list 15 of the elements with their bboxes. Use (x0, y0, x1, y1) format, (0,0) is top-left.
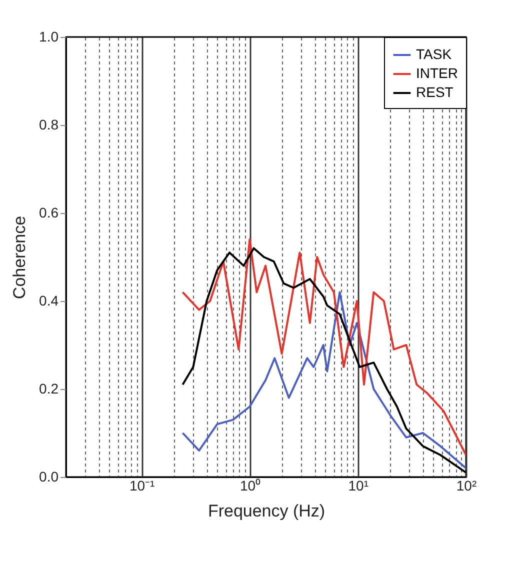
y-tick-label: 0.2 (39, 380, 59, 396)
legend-label: TASK (416, 46, 452, 62)
y-tick-label: 0.8 (39, 116, 59, 132)
y-tick-label: 1.0 (39, 28, 59, 44)
x-axis-title: Frequency (Hz) (208, 502, 326, 520)
x-tick-label: 10¹ (348, 478, 369, 494)
y-tick-label: 0.6 (39, 204, 59, 220)
x-tick-label: 10² (456, 478, 477, 494)
legend-label: REST (416, 84, 454, 100)
x-tick-label: 10⁻¹ (129, 478, 156, 494)
y-axis-title: Coherence (10, 216, 30, 300)
x-tick-label: 10⁰ (240, 478, 261, 494)
legend-label: INTER (416, 65, 458, 81)
y-tick-label: 0.4 (39, 292, 59, 308)
y-tick-label: 0.0 (39, 468, 59, 484)
